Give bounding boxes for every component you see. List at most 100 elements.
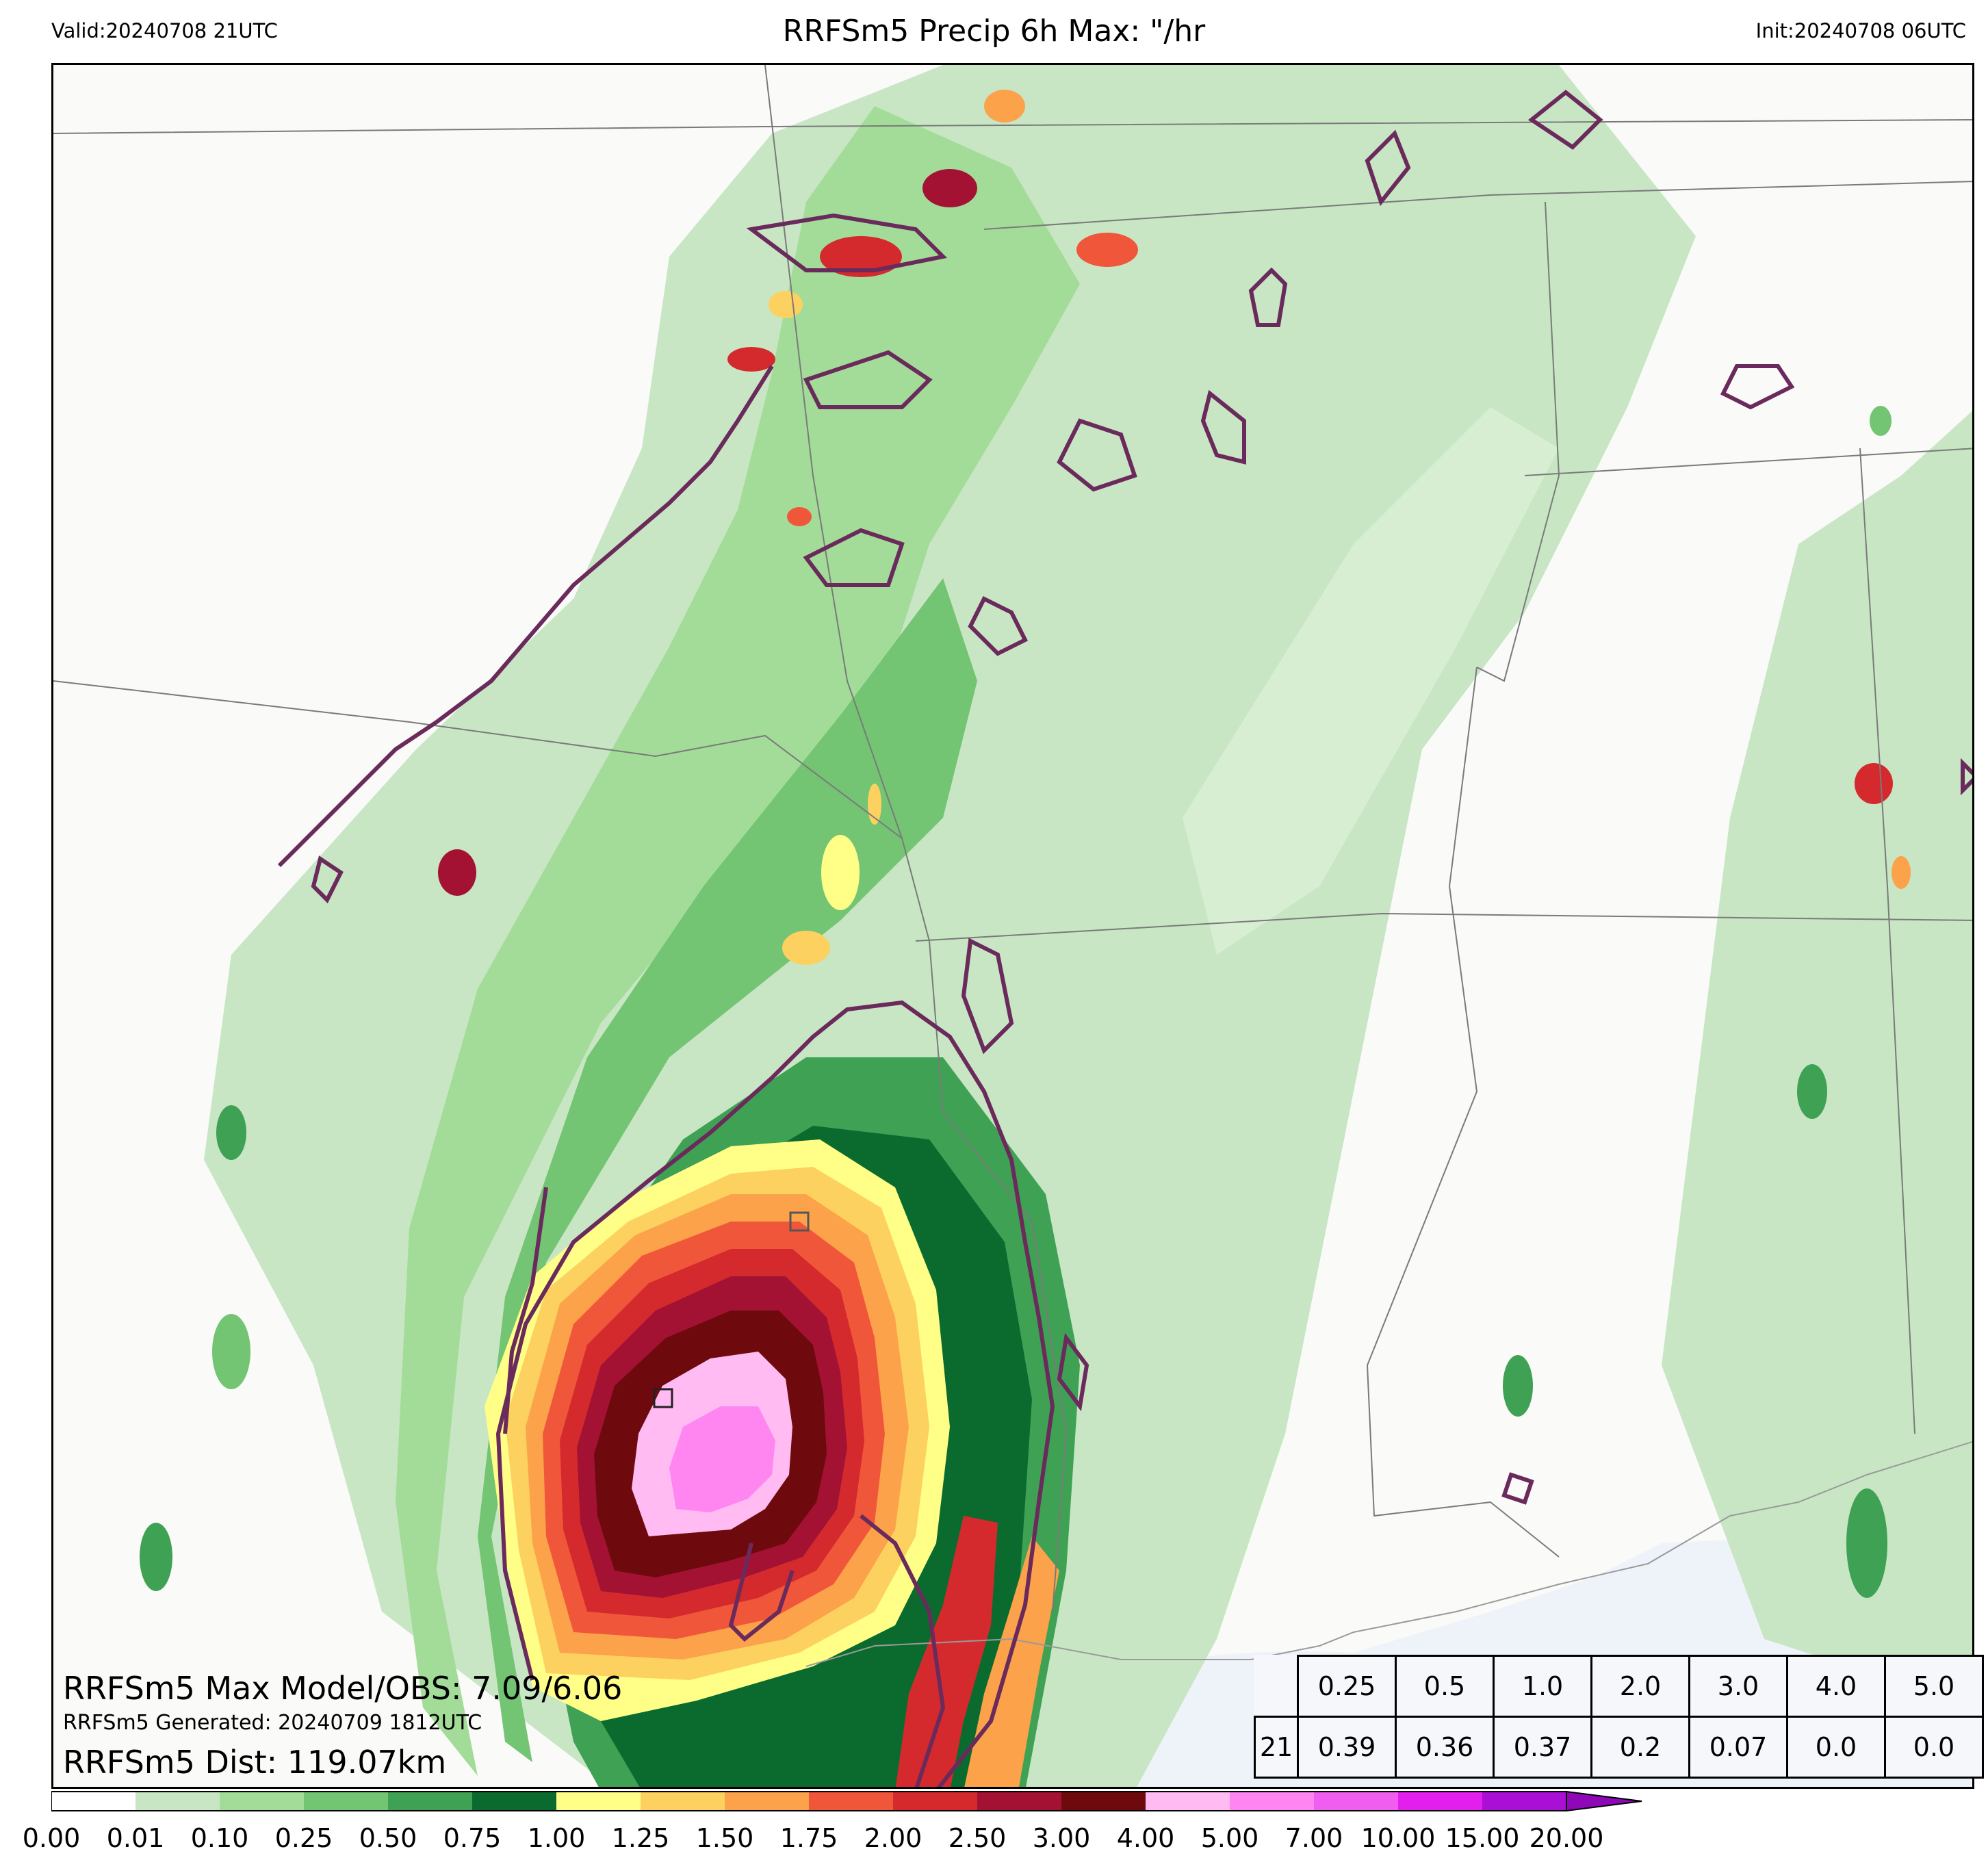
obs-contour bbox=[277, 365, 774, 868]
threshold-cell: 0.5 bbox=[1395, 1655, 1495, 1718]
colorbar-tick-label: 3.00 bbox=[1032, 1823, 1091, 1853]
colorbar-swatch bbox=[977, 1792, 1061, 1811]
precip-cell bbox=[727, 347, 775, 372]
precip-light-east bbox=[1662, 411, 1972, 1707]
precip-cell bbox=[769, 291, 803, 318]
precip-cell bbox=[1870, 406, 1892, 436]
colorbar-swatch bbox=[220, 1792, 304, 1811]
stats-table: 0.25 0.5 1.0 2.0 3.0 4.0 5.0 21 0.39 0.3… bbox=[1254, 1655, 1984, 1779]
obs-contour bbox=[1248, 267, 1288, 327]
value-cell: 0.2 bbox=[1590, 1716, 1690, 1779]
colorbar bbox=[51, 1790, 1642, 1812]
precip-spiral-band bbox=[895, 1516, 998, 1787]
obs-contour bbox=[1200, 389, 1246, 465]
stats-hour-cell: 21 bbox=[1254, 1716, 1299, 1779]
precip-cell bbox=[787, 507, 812, 526]
state-border bbox=[53, 680, 903, 839]
stats-header-row: 0.25 0.5 1.0 2.0 3.0 4.0 5.0 bbox=[1255, 1655, 1984, 1718]
colorbar-tick-label: 5.00 bbox=[1200, 1823, 1259, 1853]
colorbar-tick-label: 4.00 bbox=[1116, 1823, 1175, 1853]
value-cell: 0.0 bbox=[1884, 1716, 1984, 1779]
colorbar-extend-arrow bbox=[1566, 1790, 1642, 1812]
obs-contour bbox=[1720, 364, 1795, 410]
state-border bbox=[1476, 201, 1560, 682]
colorbar-tick-label: 2.00 bbox=[864, 1823, 922, 1853]
colorbar-swatch bbox=[556, 1792, 641, 1811]
precip-band-010 bbox=[396, 106, 1080, 1776]
colorbar-tick-label: 1.75 bbox=[779, 1823, 838, 1853]
colorbar-outline bbox=[51, 1791, 1567, 1811]
obs-contour bbox=[803, 350, 933, 409]
obs-contour bbox=[1057, 418, 1137, 492]
state-border bbox=[929, 940, 1068, 1612]
coastline bbox=[805, 1441, 1972, 1667]
colorbar-tick-label: 15.00 bbox=[1445, 1823, 1520, 1853]
threshold-cell: 3.0 bbox=[1688, 1655, 1788, 1718]
precip-cell bbox=[1892, 856, 1911, 889]
colorbar-swatch bbox=[1146, 1792, 1230, 1811]
state-border bbox=[1859, 448, 1915, 1434]
state-border bbox=[983, 181, 1972, 230]
threshold-cell: 5.0 bbox=[1884, 1655, 1984, 1718]
colorbar-tick-label: 0.00 bbox=[22, 1823, 81, 1853]
colorbar-tick-label: 1.00 bbox=[527, 1823, 586, 1853]
valid-time: Valid:20240708 21UTC bbox=[51, 19, 278, 42]
obs-contour bbox=[1057, 1332, 1089, 1412]
precip-cell bbox=[782, 931, 830, 965]
colorbar-swatch bbox=[893, 1792, 977, 1811]
precip-cell bbox=[922, 169, 977, 207]
precip-cell bbox=[821, 835, 860, 910]
stats-corner bbox=[1255, 1656, 1298, 1717]
obs-contour bbox=[961, 938, 1014, 1055]
obs-contour bbox=[746, 213, 948, 272]
colorbar-swatch bbox=[304, 1792, 388, 1811]
colorbar-tick-label: 0.75 bbox=[443, 1823, 502, 1853]
colorbar-tick-label: 7.00 bbox=[1285, 1823, 1343, 1853]
colorbar-swatch bbox=[51, 1792, 135, 1811]
colorbar-swatch bbox=[1398, 1792, 1482, 1811]
max-model-obs-label: RRFSm5 Max Model/OBS: 7.09/6.06 bbox=[63, 1670, 623, 1707]
state-border bbox=[915, 912, 1972, 942]
threshold-cell: 0.25 bbox=[1297, 1655, 1397, 1718]
stats-value-row: 21 0.39 0.36 0.37 0.2 0.07 0.0 0.0 bbox=[1254, 1716, 1984, 1779]
precip-light-streak bbox=[1183, 407, 1559, 955]
colorbar-tick-label: 0.50 bbox=[359, 1823, 417, 1853]
colorbar-tick-label: 0.25 bbox=[274, 1823, 333, 1853]
obs-contour bbox=[1365, 129, 1411, 207]
state-borders bbox=[53, 65, 1972, 1667]
obs-contour bbox=[1501, 1472, 1534, 1505]
value-cell: 0.07 bbox=[1688, 1716, 1788, 1779]
colorbar-tick-label: 2.50 bbox=[948, 1823, 1007, 1853]
obs-contours bbox=[277, 90, 1972, 1787]
state-border bbox=[1366, 667, 1560, 1558]
colorbar-swatch bbox=[1230, 1792, 1314, 1811]
precip-cell bbox=[1076, 233, 1138, 267]
obs-contour bbox=[311, 855, 344, 904]
colorbar-swatch bbox=[641, 1792, 725, 1811]
chart-title: RRFSm5 Precip 6h Max: "/hr bbox=[782, 13, 1206, 49]
colorbar-tick-label: 1.25 bbox=[611, 1823, 670, 1853]
colorbar-swatch bbox=[725, 1792, 809, 1811]
colorbar-tick-label: 0.10 bbox=[190, 1823, 249, 1853]
colorbar-swatch bbox=[809, 1792, 893, 1811]
precip-cell bbox=[438, 849, 476, 896]
obs-max-marker bbox=[789, 1211, 810, 1232]
precip-cell bbox=[984, 90, 1025, 122]
colorbar-tick-label: 1.50 bbox=[695, 1823, 754, 1853]
value-cell: 0.36 bbox=[1395, 1716, 1495, 1779]
colorbar-tick-label: 0.01 bbox=[106, 1823, 165, 1853]
obs-contour bbox=[1527, 90, 1603, 150]
precip-cell bbox=[140, 1523, 172, 1591]
colorbar-tick-label: 10.00 bbox=[1360, 1823, 1436, 1853]
obs-contour bbox=[860, 1514, 946, 1787]
threshold-cell: 4.0 bbox=[1786, 1655, 1886, 1718]
colorbar-swatch bbox=[388, 1792, 472, 1811]
obs-contour bbox=[503, 1187, 548, 1434]
precip-band-500 bbox=[669, 1406, 775, 1512]
state-border bbox=[764, 65, 930, 942]
value-cell: 0.0 bbox=[1786, 1716, 1886, 1779]
precip-map bbox=[53, 65, 1972, 1787]
colorbar-tick-label: 20.00 bbox=[1529, 1823, 1604, 1853]
value-cell: 0.37 bbox=[1493, 1716, 1592, 1779]
precip-cell bbox=[212, 1314, 250, 1389]
